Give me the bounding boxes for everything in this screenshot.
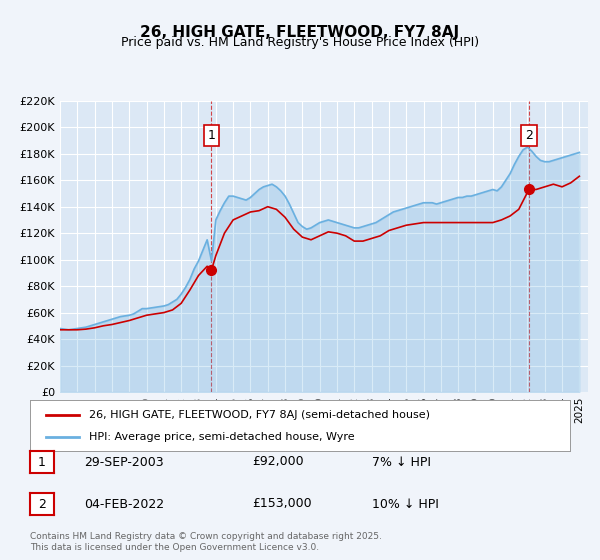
- Text: HPI: Average price, semi-detached house, Wyre: HPI: Average price, semi-detached house,…: [89, 432, 355, 442]
- Text: 26, HIGH GATE, FLEETWOOD, FY7 8AJ: 26, HIGH GATE, FLEETWOOD, FY7 8AJ: [140, 25, 460, 40]
- Text: £92,000: £92,000: [252, 455, 304, 469]
- Text: 26, HIGH GATE, FLEETWOOD, FY7 8AJ (semi-detached house): 26, HIGH GATE, FLEETWOOD, FY7 8AJ (semi-…: [89, 409, 430, 419]
- Text: 04-FEB-2022: 04-FEB-2022: [84, 497, 164, 511]
- Text: 10% ↓ HPI: 10% ↓ HPI: [372, 497, 439, 511]
- Text: 2: 2: [525, 129, 533, 142]
- Text: 2: 2: [38, 497, 46, 511]
- Text: 7% ↓ HPI: 7% ↓ HPI: [372, 455, 431, 469]
- Text: 1: 1: [38, 455, 46, 469]
- Text: 1: 1: [208, 129, 215, 142]
- Text: £153,000: £153,000: [252, 497, 311, 511]
- Text: Contains HM Land Registry data © Crown copyright and database right 2025.
This d: Contains HM Land Registry data © Crown c…: [30, 532, 382, 552]
- Text: 29-SEP-2003: 29-SEP-2003: [84, 455, 164, 469]
- Text: Price paid vs. HM Land Registry's House Price Index (HPI): Price paid vs. HM Land Registry's House …: [121, 36, 479, 49]
